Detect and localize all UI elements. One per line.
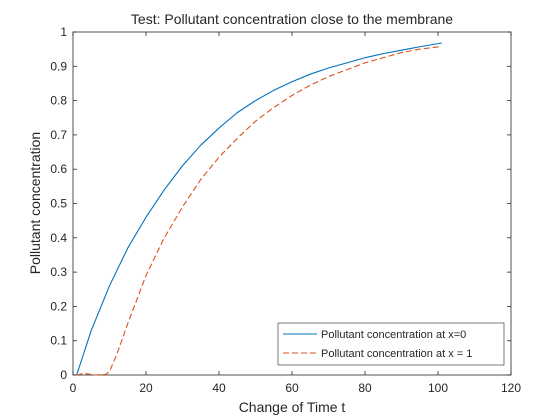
y-tick-label: 0.3: [50, 265, 67, 279]
series-line-1: [76, 45, 442, 376]
x-tick-label: 0: [70, 381, 77, 395]
legend-entry-x0: Pollutant concentration at x=0: [321, 329, 466, 341]
y-axis-ticks: 0 0.1 0.2 0.3 0.4 0.5 0.6 0.7 0.8 0.9 1: [50, 25, 511, 382]
y-tick-label: 0.8: [50, 94, 67, 108]
series-line-0: [76, 42, 442, 376]
x-axis-ticks: 0 20 40 60 80 100 120: [70, 32, 521, 395]
plot-area: [72, 31, 512, 376]
x-tick-label: 60: [285, 381, 299, 395]
legend-entry-x1: Pollutant concentration at x = 1: [321, 348, 472, 360]
x-axis-label: Change of Time t: [239, 399, 346, 415]
y-tick-label: 0.1: [50, 334, 67, 348]
y-tick-label: 0.7: [50, 128, 67, 142]
y-tick-label: 0.2: [50, 299, 67, 313]
x-tick-label: 40: [212, 381, 226, 395]
x-tick-label: 120: [501, 381, 521, 395]
y-tick-label: 1: [60, 25, 67, 39]
legend: Pollutant concentration at x=0 Pollutant…: [277, 322, 505, 366]
x-tick-label: 100: [428, 381, 448, 395]
chart-title: Test: Pollutant concentration close to t…: [131, 11, 453, 27]
y-tick-label: 0: [60, 368, 67, 382]
legend-box: [277, 322, 505, 366]
y-tick-label: 0.9: [50, 59, 67, 73]
x-tick-label: 80: [358, 381, 372, 395]
series-layer: [76, 42, 442, 376]
y-axis-label: Pollutant concentration: [27, 132, 43, 274]
y-tick-label: 0.6: [50, 162, 67, 176]
y-tick-label: 0.5: [50, 197, 67, 211]
x-tick-label: 20: [139, 381, 153, 395]
y-tick-label: 0.4: [50, 231, 67, 245]
